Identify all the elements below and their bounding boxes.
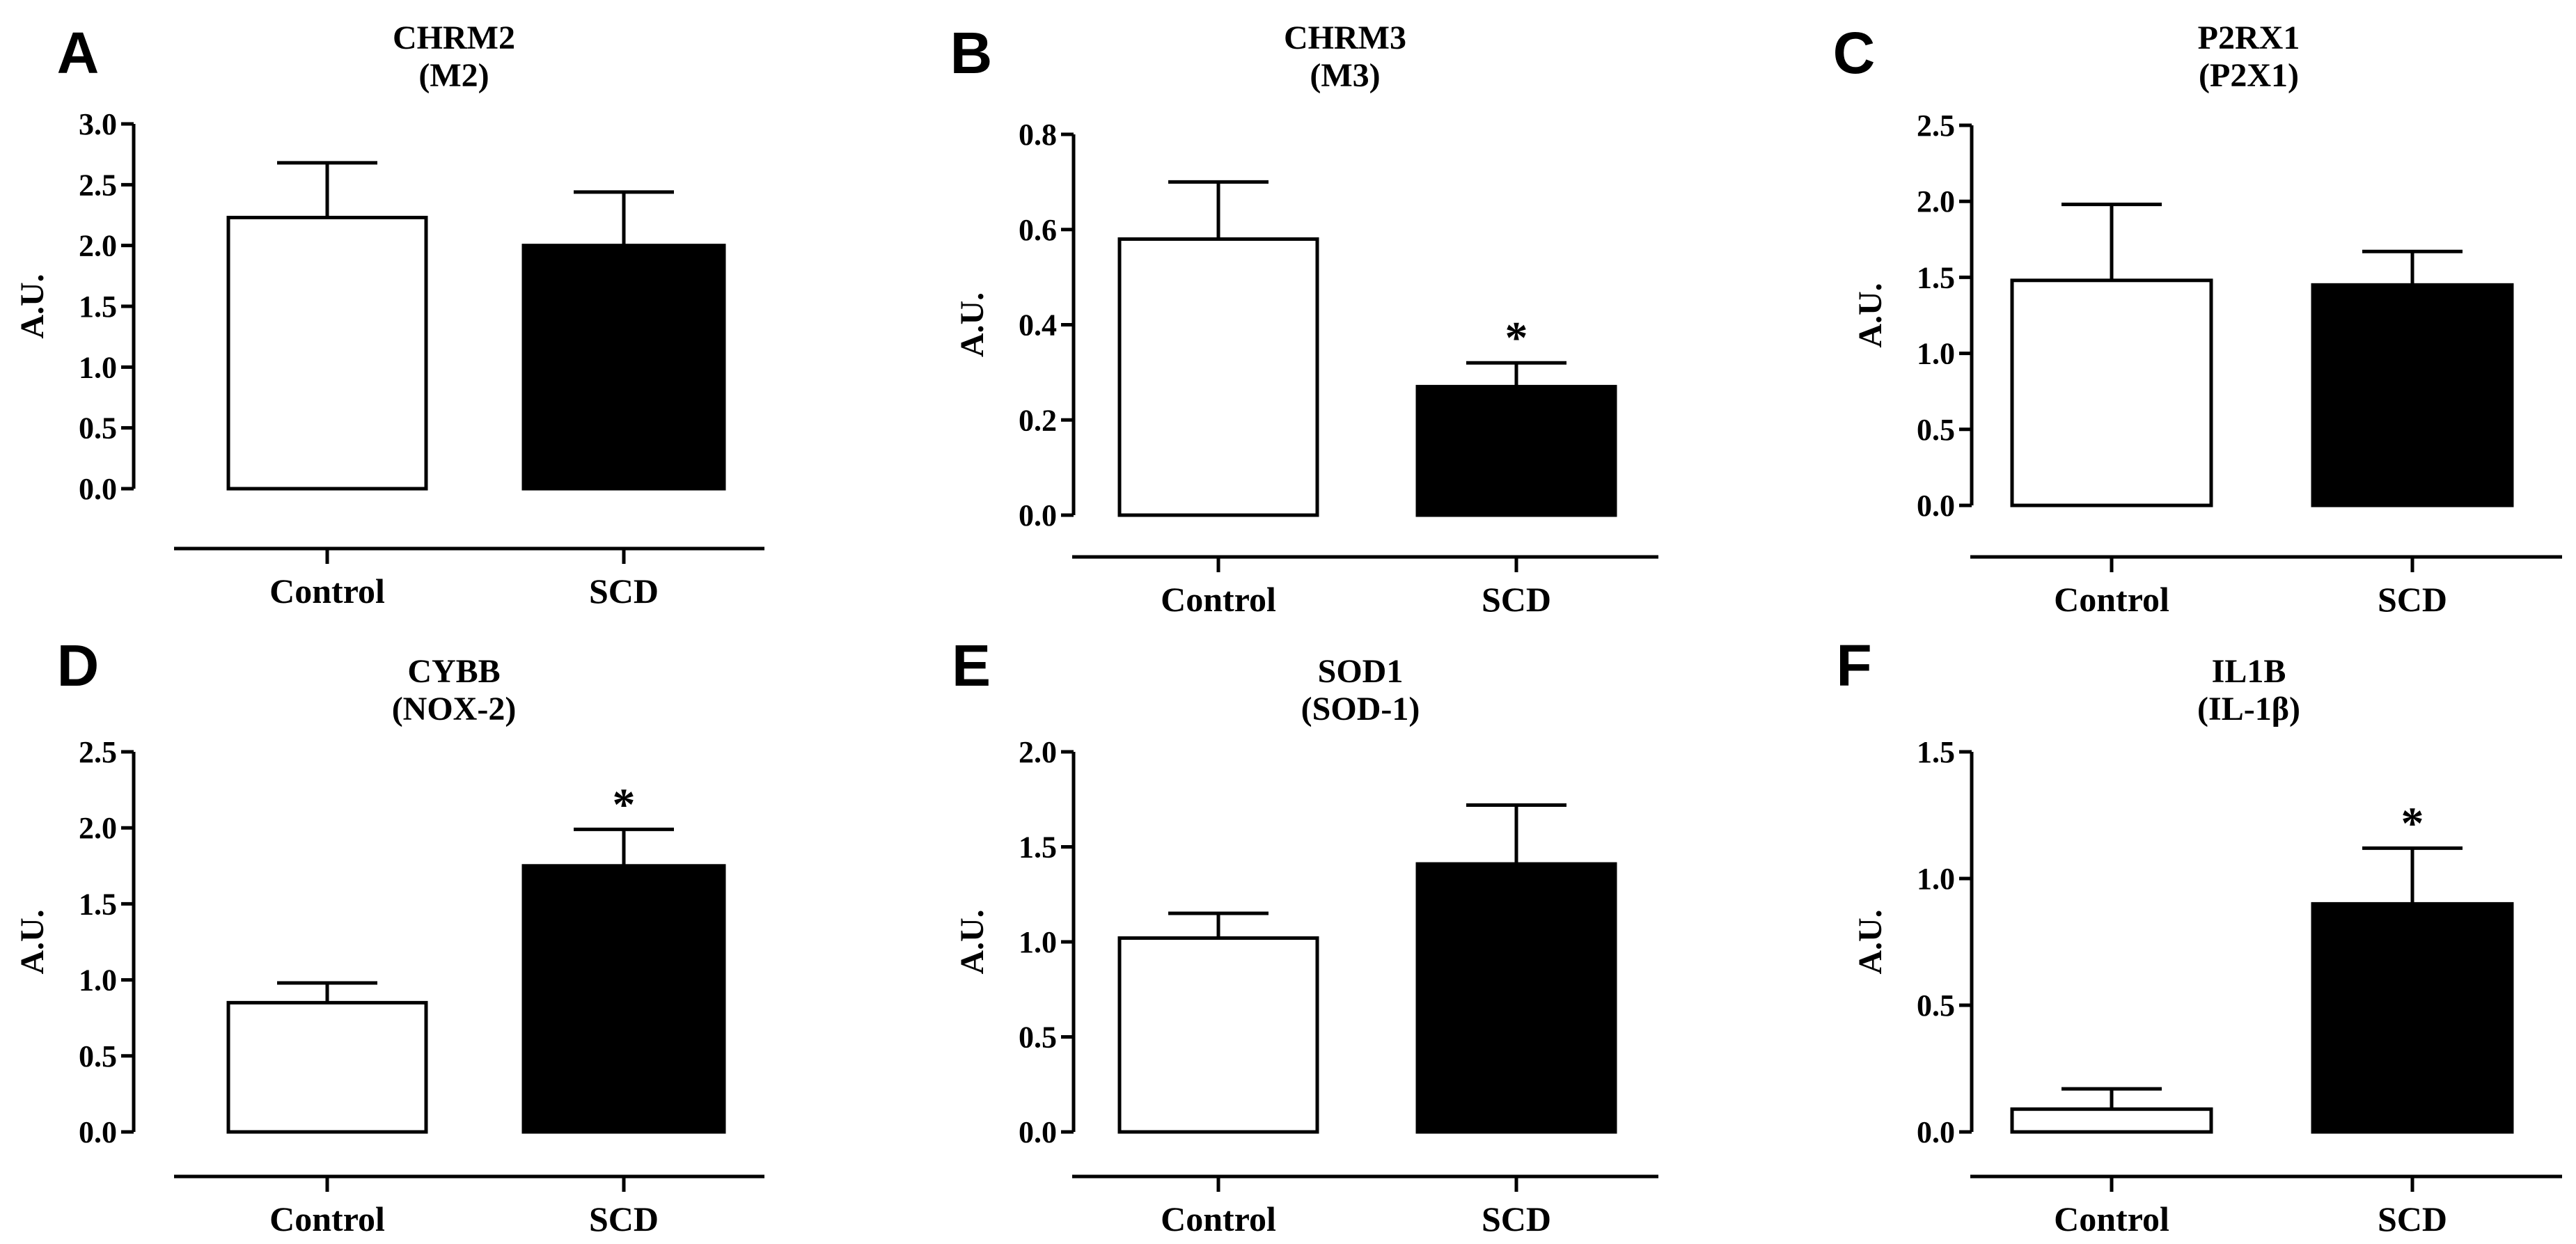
chart-title-line: (M3) (1310, 57, 1380, 94)
bar-scd (2311, 283, 2514, 507)
significance-marker: * (2401, 798, 2424, 849)
chart-title-line: (M2) (418, 57, 489, 94)
chart-title-line: CHRM3 (1284, 19, 1406, 56)
panel-c: C P2RX1(P2X1) 0.0 0.5 1.0 1.5 2.0 2.5 A.U. Contro… (1833, 19, 2562, 619)
y-tick-label: 0.6 (1019, 213, 1057, 247)
y-tick-label: 0.5 (1917, 989, 1955, 1023)
y-tick-label: 0.8 (1019, 118, 1057, 152)
panel-letter: D (57, 633, 100, 698)
category-label: SCD (589, 572, 659, 611)
bar-scd (1415, 384, 1617, 517)
bar-control (2010, 278, 2213, 507)
category-label: SCD (589, 1199, 659, 1238)
significance-marker: * (1505, 313, 1528, 363)
panel-letter: F (1836, 633, 1871, 698)
y-tick-label: 0.0 (1019, 498, 1057, 533)
y-tick-label: 2.0 (79, 811, 117, 845)
chart-title-line: (NOX-2) (392, 691, 517, 727)
bar-scd (521, 244, 726, 491)
y-tick-label: 2.5 (1917, 109, 1955, 143)
category-label: Control (269, 1199, 385, 1238)
category-label: Control (1161, 580, 1276, 619)
y-tick-label: 2.0 (1019, 735, 1057, 769)
y-axis-label: A.U. (14, 274, 51, 338)
y-tick-label: 1.5 (1019, 830, 1057, 865)
chart-title-line: CHRM2 (393, 19, 515, 56)
y-tick-label: 0.5 (1917, 413, 1955, 447)
panel-letter: E (952, 633, 991, 698)
y-tick-label: 0.5 (79, 1039, 117, 1073)
category-label: SCD (1482, 1199, 1551, 1238)
y-axis-label: A.U. (1852, 909, 1889, 974)
panel-a: A CHRM2(M2) 0.0 0.5 1.0 1.5 2.0 2.5 3.0 A.U. Contr… (14, 19, 764, 611)
y-tick-label: 2.0 (79, 229, 117, 263)
category-label: Control (2054, 1199, 2169, 1238)
y-tick-label: 0.4 (1019, 308, 1057, 343)
chart-title-line: IL1B (2212, 653, 2286, 690)
y-axis-label: A.U. (1852, 283, 1889, 347)
panel-f: F IL1B(IL-1β) 0.0 0.5 1.0 1.5 A.U. Control * SCD (1836, 633, 2562, 1238)
bar-control (226, 215, 428, 491)
panel-letter: C (1833, 20, 1876, 86)
y-axis-label: A.U. (954, 292, 991, 357)
y-tick-label: 0.0 (79, 472, 117, 506)
bar-control (226, 1000, 428, 1134)
panel-e: E SOD1(SOD-1) 0.0 0.5 1.0 1.5 2.0 A.U. Control SC… (952, 633, 1658, 1238)
bar-scd (1415, 862, 1617, 1134)
y-tick-label: 0.0 (1019, 1115, 1057, 1149)
y-axis-label: A.U. (954, 909, 991, 974)
chart-title-line: (P2X1) (2199, 57, 2299, 94)
category-label: SCD (1482, 580, 1551, 619)
y-tick-label: 0.0 (1917, 489, 1955, 523)
significance-marker: * (613, 779, 636, 830)
category-label: SCD (2378, 580, 2447, 619)
y-tick-label: 3.0 (79, 107, 117, 141)
bar-scd (521, 864, 726, 1134)
y-tick-label: 2.5 (79, 168, 117, 202)
y-axis-label: A.U. (14, 909, 51, 974)
category-label: Control (2054, 580, 2169, 619)
y-tick-label: 1.0 (1917, 337, 1955, 371)
y-tick-label: 1.0 (79, 350, 117, 384)
chart-title-line: SOD1 (1318, 653, 1404, 690)
panel-d: D CYBB(NOX-2) 0.0 0.5 1.0 1.5 2.0 2.5 A.U. Contro… (14, 633, 764, 1238)
chart-title-line: (IL-1β) (2197, 691, 2300, 727)
panel-letter: A (57, 20, 100, 86)
y-tick-label: 1.0 (1917, 862, 1955, 896)
y-tick-label: 0.5 (1019, 1021, 1057, 1055)
y-tick-label: 0.2 (1019, 403, 1057, 437)
y-tick-label: 1.0 (79, 963, 117, 998)
chart-title-line: (SOD-1) (1301, 691, 1420, 727)
y-tick-label: 2.0 (1917, 184, 1955, 219)
category-label: SCD (2378, 1199, 2447, 1238)
y-tick-label: 1.5 (79, 887, 117, 921)
bar-control (1117, 237, 1319, 517)
panel-b: B CHRM3(M3) 0.0 0.2 0.4 0.6 0.8 A.U. Control * SCD (950, 19, 1658, 619)
category-label: Control (1161, 1199, 1276, 1238)
bar-scd (2311, 901, 2514, 1134)
y-tick-label: 0.0 (1917, 1115, 1955, 1149)
y-tick-label: 1.5 (1917, 260, 1955, 294)
y-tick-label: 2.5 (79, 735, 117, 769)
y-tick-label: 0.5 (79, 411, 117, 446)
y-tick-label: 0.0 (79, 1115, 117, 1149)
y-tick-label: 1.5 (79, 290, 117, 324)
bar-control (1117, 936, 1319, 1134)
y-tick-label: 1.5 (1917, 735, 1955, 769)
y-tick-label: 1.0 (1019, 925, 1057, 959)
category-label: Control (269, 572, 385, 611)
bar-control (2010, 1107, 2213, 1134)
panel-letter: B (950, 20, 993, 86)
chart-title-line: CYBB (407, 653, 500, 690)
chart-title-line: P2RX1 (2198, 19, 2300, 56)
